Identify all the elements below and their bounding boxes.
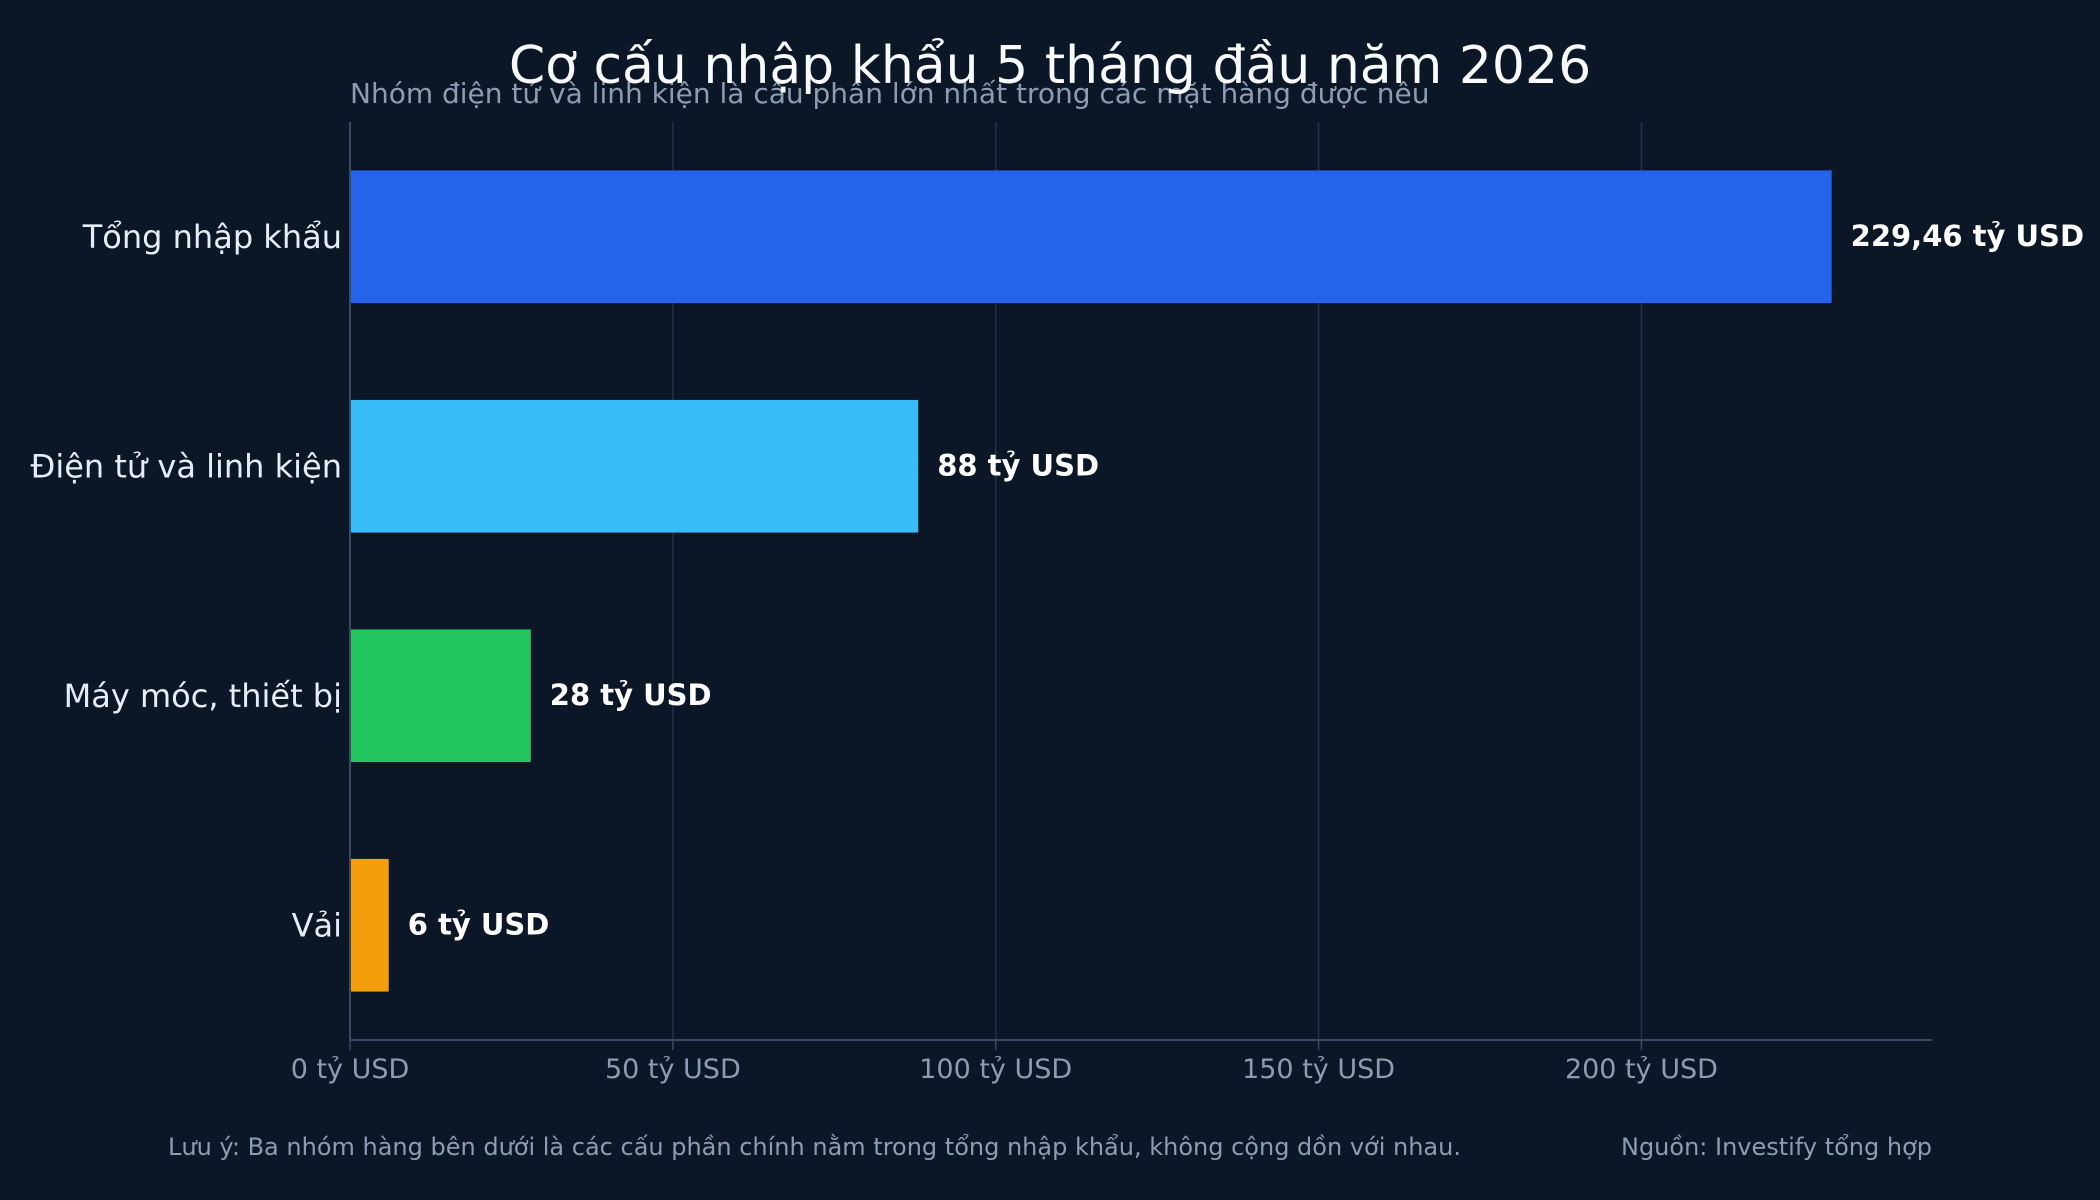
x-tick-label: 200 tỷ USD xyxy=(1565,1054,1718,1085)
bar xyxy=(350,629,531,763)
chart-note: Lưu ý: Ba nhóm hàng bên dưới là các cấu … xyxy=(168,1133,1461,1161)
category-label: Máy móc, thiết bị xyxy=(64,677,342,715)
bar xyxy=(350,858,389,992)
category-label: Điện tử và linh kiện xyxy=(31,447,342,485)
data-label: 229,46 tỷ USD xyxy=(1851,219,2084,253)
bars xyxy=(350,170,1832,992)
data-label: 28 tỷ USD xyxy=(550,678,712,712)
x-tick-label: 0 tỷ USD xyxy=(291,1054,410,1085)
x-tick-label: 50 tỷ USD xyxy=(605,1054,741,1085)
chart-source: Nguồn: Investify tổng hợp xyxy=(1620,1133,1932,1161)
category-label: Tổng nhập khẩu xyxy=(82,218,342,256)
labels: Tổng nhập khẩu 229,46 tỷ USD Điện tử và li… xyxy=(31,218,2084,945)
category-label: Vải xyxy=(292,906,342,944)
bar xyxy=(350,170,1832,304)
axes: 0 tỷ USD 50 tỷ USD 100 tỷ USD 150 tỷ USD 200… xyxy=(291,122,1932,1085)
chart-title: Cơ cấu nhập khẩu 5 tháng đầu năm 2026 xyxy=(508,36,1592,96)
x-tick-label: 150 tỷ USD xyxy=(1242,1054,1395,1085)
data-label: 6 tỷ USD xyxy=(408,907,550,941)
data-label: 88 tỷ USD xyxy=(937,448,1099,482)
x-tick-label: 100 tỷ USD xyxy=(919,1054,1072,1085)
chart-subtitle: Nhóm điện tử và linh kiện là cấu phần lớ… xyxy=(350,77,1430,110)
bar xyxy=(350,399,919,533)
